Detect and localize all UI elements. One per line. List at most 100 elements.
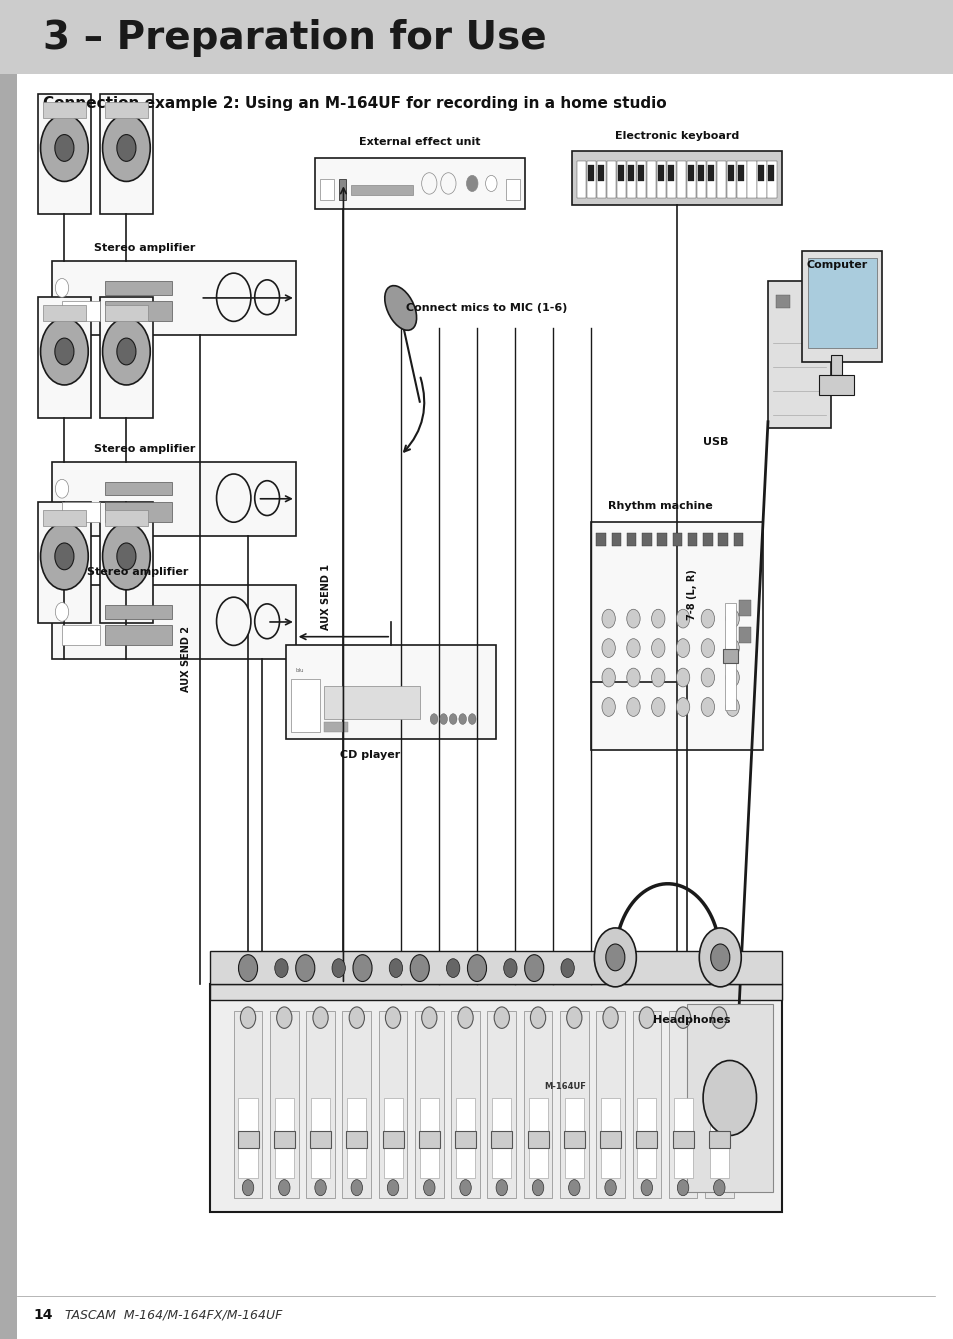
Circle shape <box>385 1007 400 1028</box>
Bar <box>527 1131 548 1148</box>
Circle shape <box>410 955 429 981</box>
Bar <box>672 1131 693 1148</box>
Bar <box>38 297 91 418</box>
Circle shape <box>700 698 714 716</box>
Bar <box>43 102 86 118</box>
Bar <box>767 165 774 181</box>
Bar <box>717 161 726 198</box>
Bar <box>0 0 953 74</box>
Circle shape <box>116 339 135 364</box>
Bar <box>351 185 413 195</box>
Bar <box>617 161 625 198</box>
Circle shape <box>626 668 639 687</box>
Circle shape <box>496 1180 507 1196</box>
Circle shape <box>494 1007 509 1028</box>
Bar <box>722 649 738 663</box>
Bar <box>100 94 152 214</box>
Bar <box>0 0 17 1339</box>
Circle shape <box>713 1180 724 1196</box>
Bar <box>38 94 91 214</box>
Bar <box>105 305 148 321</box>
Circle shape <box>351 1180 362 1196</box>
Circle shape <box>54 339 74 364</box>
Circle shape <box>313 1007 328 1028</box>
Circle shape <box>675 1007 690 1028</box>
Bar <box>737 161 745 198</box>
Circle shape <box>710 944 729 971</box>
Text: M-164UF: M-164UF <box>543 1082 585 1091</box>
Bar <box>707 161 716 198</box>
Circle shape <box>626 639 639 657</box>
Bar <box>598 165 603 181</box>
Circle shape <box>676 639 689 657</box>
Text: blu: blu <box>295 668 304 674</box>
Bar <box>686 161 696 198</box>
Circle shape <box>54 135 74 162</box>
Bar <box>757 161 766 198</box>
Circle shape <box>601 698 615 716</box>
Circle shape <box>240 1007 255 1028</box>
Text: Rhythm machine: Rhythm machine <box>607 502 712 511</box>
Circle shape <box>40 522 89 589</box>
Bar <box>52 585 295 659</box>
Circle shape <box>216 597 251 645</box>
Circle shape <box>651 698 664 716</box>
Bar <box>611 533 620 546</box>
Text: Headphones: Headphones <box>652 1015 730 1024</box>
Bar <box>100 502 152 623</box>
Bar <box>618 165 623 181</box>
Circle shape <box>440 173 456 194</box>
Circle shape <box>699 928 740 987</box>
Bar <box>707 165 714 181</box>
Text: TASCAM  M-164/M-164FX/M-164UF: TASCAM M-164/M-164FX/M-164UF <box>65 1308 282 1322</box>
Text: 3 – Preparation for Use: 3 – Preparation for Use <box>43 19 546 58</box>
Bar <box>238 1098 257 1178</box>
Circle shape <box>602 1007 618 1028</box>
Text: 14: 14 <box>33 1308 52 1322</box>
Bar <box>382 1131 403 1148</box>
Text: Electronic keyboard: Electronic keyboard <box>615 131 739 141</box>
Circle shape <box>274 959 288 977</box>
Bar <box>338 179 346 200</box>
Bar <box>658 165 663 181</box>
Bar <box>62 301 100 321</box>
Circle shape <box>651 668 664 687</box>
Text: Connection example 2: Using an M-164UF for recording in a home studio: Connection example 2: Using an M-164UF f… <box>43 96 666 111</box>
Bar <box>324 722 348 732</box>
Bar <box>627 165 634 181</box>
Circle shape <box>725 698 739 716</box>
Circle shape <box>604 1180 616 1196</box>
Circle shape <box>254 280 279 315</box>
Circle shape <box>700 668 714 687</box>
Bar <box>270 1011 298 1198</box>
Bar <box>319 179 334 200</box>
Circle shape <box>594 928 636 987</box>
Bar <box>686 1004 772 1192</box>
Circle shape <box>532 1180 543 1196</box>
Bar <box>807 257 876 348</box>
Circle shape <box>639 1007 654 1028</box>
Bar <box>667 161 676 198</box>
Bar <box>456 1098 475 1178</box>
Bar <box>43 305 86 321</box>
Bar <box>746 161 756 198</box>
Circle shape <box>238 955 257 981</box>
Bar <box>310 1131 331 1148</box>
Bar <box>62 625 100 645</box>
Bar <box>419 1098 438 1178</box>
Bar <box>346 1131 367 1148</box>
Bar <box>766 161 776 198</box>
Bar <box>559 1011 588 1198</box>
Circle shape <box>640 1180 652 1196</box>
Circle shape <box>55 279 69 297</box>
Circle shape <box>651 639 664 657</box>
Circle shape <box>700 609 714 628</box>
Bar <box>819 375 853 395</box>
Circle shape <box>314 1180 326 1196</box>
Circle shape <box>446 959 459 977</box>
Circle shape <box>103 115 151 181</box>
Text: Computer: Computer <box>805 261 866 270</box>
Bar <box>378 1011 407 1198</box>
Bar <box>657 161 665 198</box>
Bar <box>105 502 172 522</box>
